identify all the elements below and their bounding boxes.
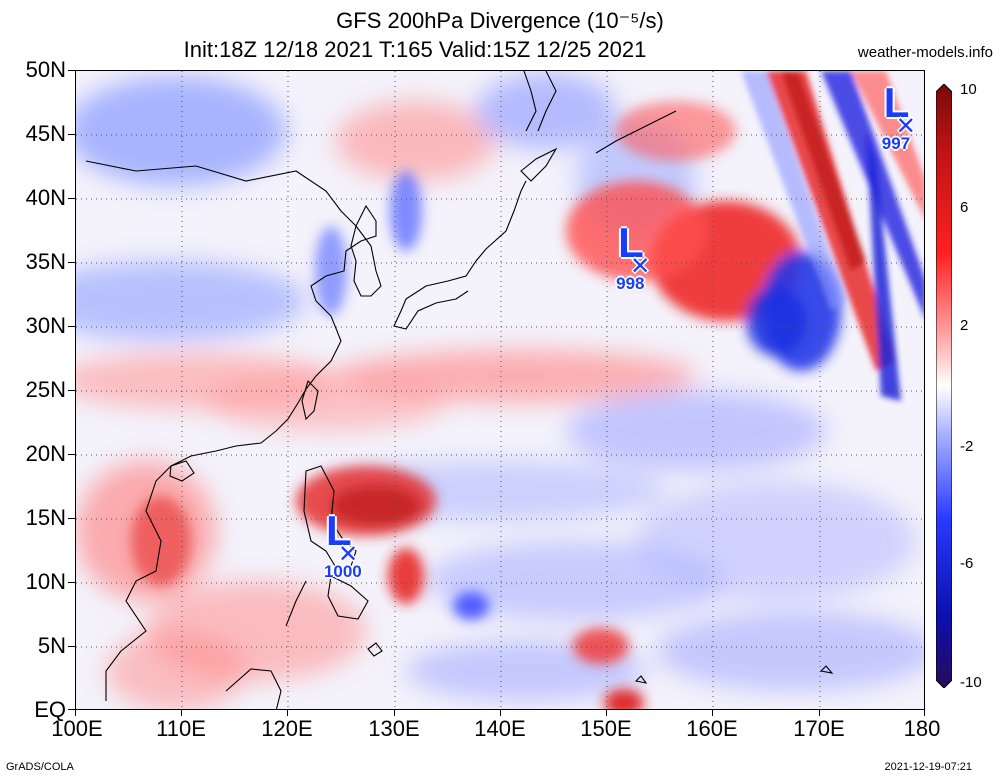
- colorbar-label-2: 2: [960, 317, 969, 334]
- low-pressure-value: 1000: [323, 562, 362, 582]
- lon-label-170e: 170E: [793, 716, 845, 741]
- lon-tick: [924, 710, 925, 716]
- lat-tick: [68, 134, 75, 135]
- lon-label-100e: 100E: [51, 716, 103, 741]
- low-letter: L: [325, 507, 352, 555]
- lon-label-180: 180: [903, 716, 941, 741]
- lon-label-160e: 160E: [686, 716, 738, 741]
- lat-label-25n: 25N: [25, 377, 66, 402]
- lat-label-eq: EQ: [34, 697, 66, 722]
- lat-tick: [68, 454, 75, 455]
- colorbar-label-neg2: -2: [960, 438, 974, 455]
- lat-label-45n: 45N: [25, 121, 66, 146]
- map-canvas: [76, 71, 924, 709]
- lat-label-5n: 5N: [37, 633, 66, 658]
- low-center-x-icon: ✕: [337, 541, 359, 569]
- low-pressure-marker: L ✕ 1000: [324, 510, 384, 590]
- lon-label-140e: 140E: [474, 716, 526, 741]
- lat-tick: [68, 709, 75, 710]
- colorbar-label-6: 6: [960, 199, 969, 216]
- lat-tick: [68, 646, 75, 647]
- lon-tick: [712, 710, 713, 716]
- lat-label-15n: 15N: [25, 505, 66, 530]
- low-center-x-icon: ✕: [895, 112, 916, 140]
- colorbar-label-10: 10: [960, 81, 977, 98]
- footer-credit: GrADS/COLA: [6, 761, 74, 773]
- low-center-x-icon: ✕: [630, 253, 651, 281]
- lon-label-110e: 110E: [156, 716, 206, 741]
- low-pressure-marker: L ✕ 998: [616, 222, 676, 302]
- lat-tick: [68, 390, 75, 391]
- lat-label-20n: 20N: [25, 441, 66, 466]
- lat-tick: [68, 262, 75, 263]
- footer-timestamp: 2021-12-19-07:21: [884, 761, 972, 773]
- lon-label-150e: 150E: [580, 716, 632, 741]
- gridlines: [76, 71, 924, 709]
- divergence-map: [75, 70, 925, 710]
- low-pressure-marker: L ✕ 997: [881, 78, 942, 162]
- coastlines: [85, 71, 834, 709]
- low-letter: L: [618, 219, 644, 267]
- lon-tick: [75, 710, 76, 716]
- source-label: weather-models.info: [857, 44, 993, 61]
- lat-label-10n: 10N: [25, 569, 66, 594]
- lat-tick: [68, 326, 75, 327]
- lon-tick: [500, 710, 501, 716]
- lon-label-130e: 130E: [368, 716, 420, 741]
- lon-tick: [181, 710, 182, 716]
- lat-tick: [68, 70, 75, 71]
- lon-tick: [287, 710, 288, 716]
- lon-tick: [819, 710, 820, 716]
- lon-label-120e: 120E: [261, 716, 313, 741]
- low-pressure-value: 998: [616, 274, 645, 294]
- lat-tick: [68, 198, 75, 199]
- lat-label-50n: 50N: [25, 57, 66, 82]
- lat-label-30n: 30N: [25, 313, 66, 338]
- lon-tick: [606, 710, 607, 716]
- lat-tick: [68, 582, 75, 583]
- low-pressure-value: 997: [881, 133, 911, 153]
- low-letter: L: [883, 78, 910, 126]
- lon-tick: [394, 710, 395, 716]
- lat-label-35n: 35N: [25, 249, 66, 274]
- colorbar: [936, 84, 952, 688]
- chart-subtitle: Init:18Z 12/18 2021 T:165 Valid:15Z 12/2…: [183, 37, 647, 62]
- colorbar-label-neg6: -6: [960, 555, 974, 572]
- colorbar-label-neg10: -10: [960, 674, 982, 691]
- chart-title: GFS 200hPa Divergence (10⁻⁵/s): [336, 8, 664, 33]
- lat-label-40n: 40N: [25, 185, 66, 210]
- lat-tick: [68, 518, 75, 519]
